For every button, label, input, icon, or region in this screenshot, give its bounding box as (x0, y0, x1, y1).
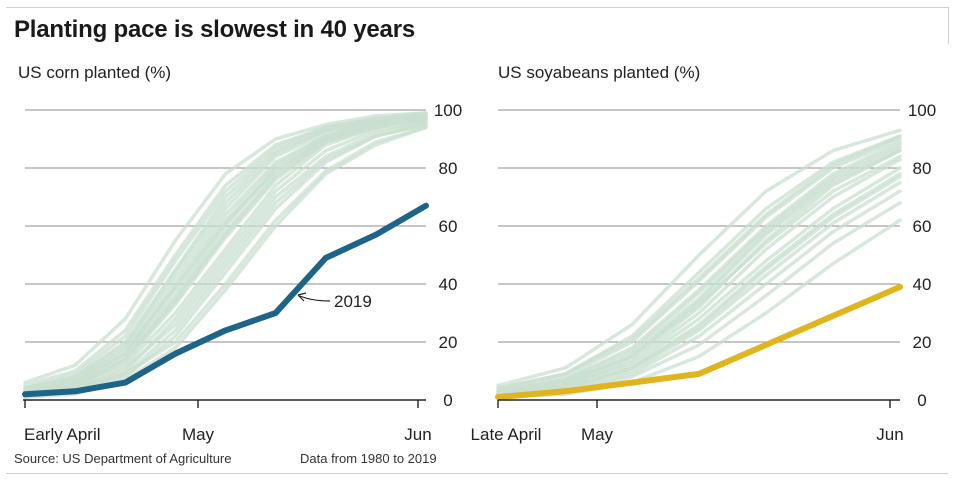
corn-x-tick-label: Jun (404, 425, 431, 444)
corn-x-tick-label: May (182, 425, 215, 444)
corn-y-tick-40: 40 (439, 275, 458, 294)
corn-x-tick-label: Early April (24, 425, 101, 444)
soy-chart: US soyabeans planted (%) 0 20 40 60 80 100 La… (471, 63, 937, 444)
corn-y-tick-100: 100 (434, 101, 462, 120)
soy-y-tick-40: 40 (913, 275, 932, 294)
corn-y-tick-labels: 0 20 40 60 80 100 (434, 101, 462, 410)
corn-y-tick-20: 20 (439, 333, 458, 352)
soy-y-tick-0: 0 (917, 391, 926, 410)
soy-2019-line-group (495, 283, 903, 401)
corn-annotation: 2019 (297, 292, 372, 311)
corn-2019-line (22, 202, 429, 398)
soy-x-tick-label: Late April (471, 425, 542, 444)
soy-historical-line (496, 143, 902, 394)
chart-main-title: Planting pace is slowest in 40 years (14, 16, 415, 43)
annotation-2019-label: 2019 (334, 292, 372, 311)
soy-y-tick-labels: 0 20 40 60 80 100 (908, 101, 936, 410)
corn-historical-line (23, 122, 428, 396)
soy-historical-line (496, 128, 902, 388)
frame-bottom-border (6, 473, 948, 474)
soy-2019-line (495, 283, 903, 401)
corn-historical-line (23, 114, 428, 391)
corn-y-tick-60: 60 (439, 217, 458, 236)
corn-historical-line (23, 119, 428, 396)
annotation-arrow (299, 295, 331, 302)
corn-historical-line (23, 114, 428, 394)
soy-y-tick-60: 60 (913, 217, 932, 236)
corn-historical-line (23, 114, 428, 391)
corn-x-axis (23, 399, 426, 408)
corn-historical-lines (23, 111, 428, 399)
corn-chart-title: US corn planted (%) (18, 63, 171, 82)
corn-chart: US corn planted (%) 0 20 40 60 80 100 Early A… (18, 63, 462, 444)
corn-y-tick-80: 80 (439, 159, 458, 178)
corn-2019-line-group (22, 202, 429, 398)
soy-historical-line (496, 137, 902, 394)
soy-x-tick-label: May (581, 425, 614, 444)
corn-historical-line (23, 114, 428, 391)
soy-y-tick-20: 20 (913, 333, 932, 352)
corn-historical-line (23, 116, 428, 394)
corn-y-tick-0: 0 (443, 391, 452, 410)
frame-top-border (6, 7, 948, 8)
annotation-arrowhead (297, 292, 307, 302)
soy-y-tick-100: 100 (908, 101, 936, 120)
soy-historical-line (496, 134, 902, 391)
soy-historical-line (496, 166, 902, 396)
soy-x-tick-labels: Late April May Jun (471, 425, 904, 444)
soy-x-axis (497, 399, 900, 408)
corn-historical-line (23, 111, 428, 385)
soy-historical-line (496, 172, 902, 399)
source-note: Source: US Department of Agriculture (14, 451, 232, 466)
soy-chart-title: US soyabeans planted (%) (498, 63, 700, 82)
soy-historical-line (496, 148, 902, 396)
data-range-note: Data from 1980 to 2019 (300, 451, 437, 466)
soy-x-tick-label: Jun (876, 425, 903, 444)
soy-historical-lines (496, 128, 902, 399)
frame-right-border (948, 7, 949, 44)
corn-historical-line (23, 119, 428, 396)
soy-y-tick-80: 80 (913, 159, 932, 178)
corn-x-tick-labels: Early April May Jun (24, 425, 432, 444)
